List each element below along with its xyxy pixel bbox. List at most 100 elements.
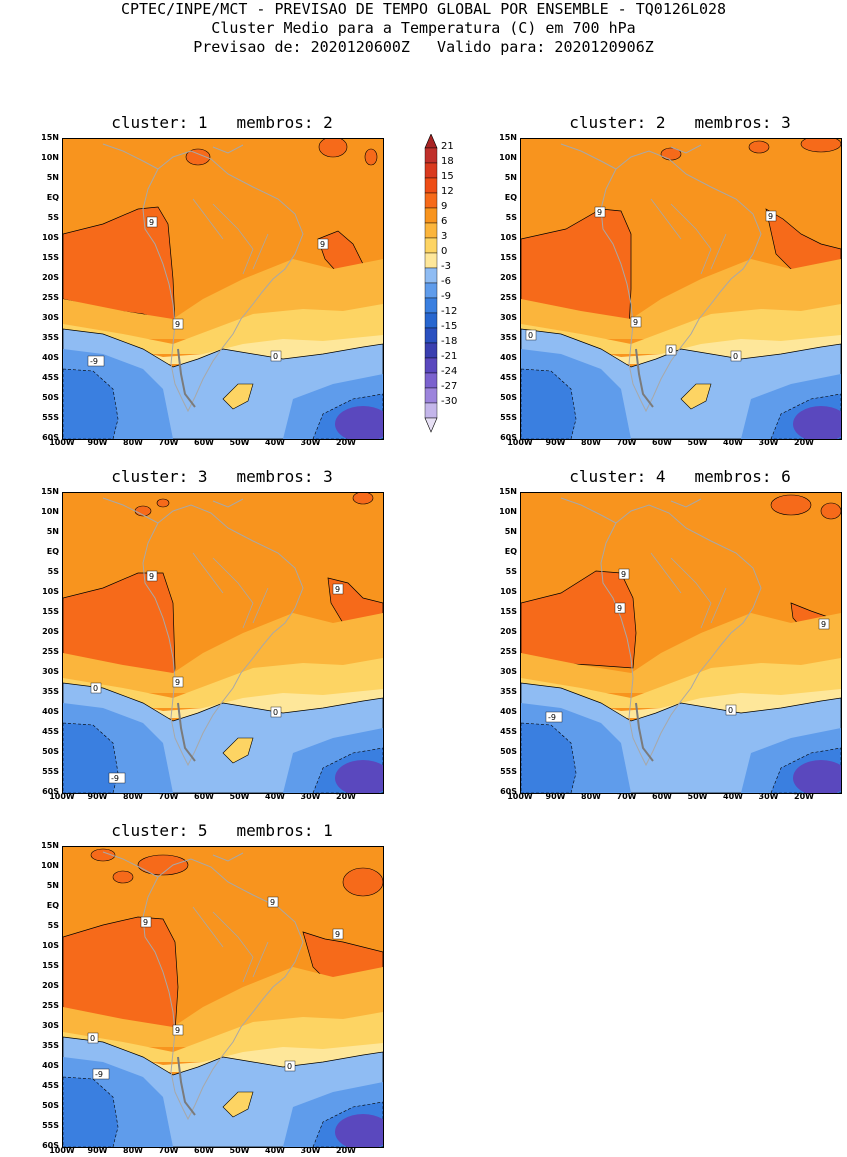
lat-tick-label: 10S — [42, 233, 59, 242]
contour-label: 9 — [821, 620, 826, 629]
contour-label: -9 — [90, 357, 98, 366]
lat-tick-label: 45S — [42, 727, 59, 736]
map-panel-cluster-2: 9 9 9 0 0 0 — [520, 138, 842, 440]
lat-tick-label: 25S — [42, 1001, 59, 1010]
colorbar-label: 9 — [441, 201, 448, 212]
lon-tick-label: 100W — [49, 792, 75, 801]
contour-label-box — [594, 206, 606, 218]
lat-tick-label: 40S — [42, 707, 59, 716]
lon-tick-label: 80W — [123, 438, 143, 447]
lon-tick-label: 90W — [87, 438, 108, 447]
lat-tick-label: 5N — [46, 173, 59, 182]
lon-tick-label: 40W — [265, 1146, 285, 1155]
lat-tick-label: 20S — [500, 273, 517, 282]
lat-tick-label: 5S — [505, 213, 517, 222]
contour-label-box — [270, 706, 282, 718]
lat-tick-label: 10N — [41, 153, 59, 162]
lat-tick-label: EQ — [46, 547, 59, 556]
contour-label-box — [818, 618, 830, 630]
contour-label: 9 — [335, 585, 340, 594]
lat-tick-label: 60S — [500, 433, 517, 442]
lat-tick-label: 45S — [42, 1081, 59, 1090]
lat-tick-label: 55S — [42, 767, 59, 776]
panel-title-cluster-3: cluster: 3 membros: 3 — [111, 467, 333, 486]
lat-tick-label: 60S — [500, 787, 517, 796]
colorbar-label: -15 — [441, 321, 458, 332]
contour-label: -9 — [111, 774, 119, 783]
panel-title-cluster-1: cluster: 1 membros: 2 — [111, 113, 333, 132]
panel-title-cluster-5: cluster: 5 membros: 1 — [111, 821, 333, 840]
lat-tick-label: 5S — [505, 567, 517, 576]
lat-tick-label: 30S — [42, 667, 59, 676]
contour-label-box — [765, 210, 777, 222]
header-line-3: Previsao de: 2020120600Z Valido para: 20… — [193, 38, 654, 56]
lon-tick-label: 80W — [581, 792, 601, 801]
contour-label: 0 — [728, 706, 733, 715]
lon-tick-label: 50W — [229, 1146, 250, 1155]
lat-tick-label: 15N — [499, 487, 517, 496]
header-line-1: CPTEC/INPE/MCT - PREVISAO DE TEMPO GLOBA… — [120, 0, 727, 18]
colorbar-label: -27 — [441, 381, 458, 392]
contour-label: 0 — [528, 331, 533, 340]
lat-tick-label: 55S — [500, 413, 517, 422]
map-panel-cluster-3: 9 9 9 0 0 -9 — [62, 492, 384, 794]
colorbar-label: -9 — [441, 291, 451, 302]
lat-tick-label: 50S — [500, 393, 517, 402]
contour-label-box — [172, 318, 184, 330]
colorbar-label: -18 — [441, 336, 458, 347]
lat-tick-label: 5N — [504, 527, 517, 536]
lon-tick-label: 60W — [652, 792, 672, 801]
contour-label: 9 — [175, 320, 180, 329]
lat-tick-label: 40S — [500, 707, 517, 716]
lon-tick-label: 20W — [794, 438, 814, 447]
lon-tick-label: 30W — [300, 792, 321, 801]
contour-label-box — [730, 350, 742, 362]
lon-tick-label: 20W — [794, 792, 814, 801]
lon-tick-label: 80W — [123, 792, 143, 801]
lat-tick-label: 35S — [42, 333, 59, 342]
lat-tick-label: 10N — [499, 507, 517, 516]
lon-tick-label: 70W — [616, 792, 637, 801]
lat-tick-label: 15N — [499, 133, 517, 142]
lat-tick-label: 50S — [42, 747, 59, 756]
contour-label-box — [172, 676, 184, 688]
lat-tick-label: 60S — [42, 433, 59, 442]
lat-tick-label: 35S — [500, 687, 517, 696]
lon-tick-label: 50W — [229, 438, 250, 447]
lon-tick-label: 70W — [616, 438, 637, 447]
contour-label: -9 — [95, 1070, 103, 1079]
colorbar-label: -6 — [441, 276, 451, 287]
lat-tick-label: 30S — [500, 313, 517, 322]
lat-tick-label: 15S — [42, 253, 59, 262]
lat-tick-label: 10S — [42, 941, 59, 950]
contour-label-box — [332, 928, 344, 940]
contour-label-box — [270, 350, 282, 362]
lat-tick-label: 10S — [500, 587, 517, 596]
contour-label-box — [172, 1024, 184, 1036]
lon-tick-label: 100W — [49, 1146, 75, 1155]
contour-label: 9 — [621, 570, 626, 579]
colorbar-label: -30 — [441, 396, 458, 407]
lat-tick-label: 55S — [500, 767, 517, 776]
lat-tick-label: 10N — [499, 153, 517, 162]
lon-tick-label: 20W — [336, 792, 356, 801]
lat-tick-label: 30S — [500, 667, 517, 676]
contour-label: 9 — [768, 212, 773, 221]
lat-tick-label: 45S — [42, 373, 59, 382]
lat-tick-label: 15S — [500, 253, 517, 262]
contour-label: 9 — [270, 898, 275, 907]
contour-label-box — [317, 238, 329, 250]
lat-tick-label: 10S — [500, 233, 517, 242]
contour-label: 0 — [668, 346, 673, 355]
lat-tick-label: 50S — [42, 393, 59, 402]
panel-title-cluster-2: cluster: 2 membros: 3 — [569, 113, 791, 132]
lon-tick-label: 30W — [300, 1146, 321, 1155]
contour-label-box — [725, 704, 737, 716]
lon-tick-label: 20W — [336, 438, 356, 447]
lon-tick-label: 70W — [158, 438, 179, 447]
lat-tick-label: 10S — [42, 587, 59, 596]
contour-label: 0 — [733, 352, 738, 361]
lat-tick-label: 15N — [41, 487, 59, 496]
lat-tick-label: EQ — [504, 193, 517, 202]
lat-tick-label: 20S — [500, 627, 517, 636]
